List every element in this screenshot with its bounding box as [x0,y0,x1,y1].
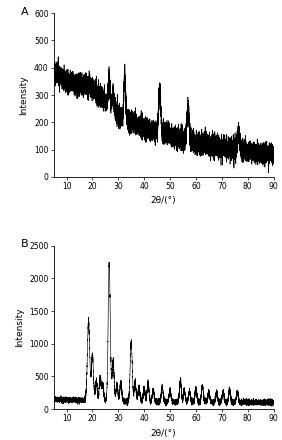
X-axis label: 2θ/(°): 2θ/(°) [151,429,176,438]
X-axis label: 2θ/(°): 2θ/(°) [151,196,176,205]
Y-axis label: Intensity: Intensity [19,75,28,115]
Text: B: B [21,239,28,249]
Y-axis label: Intensity: Intensity [15,308,24,347]
Text: A: A [21,7,28,17]
